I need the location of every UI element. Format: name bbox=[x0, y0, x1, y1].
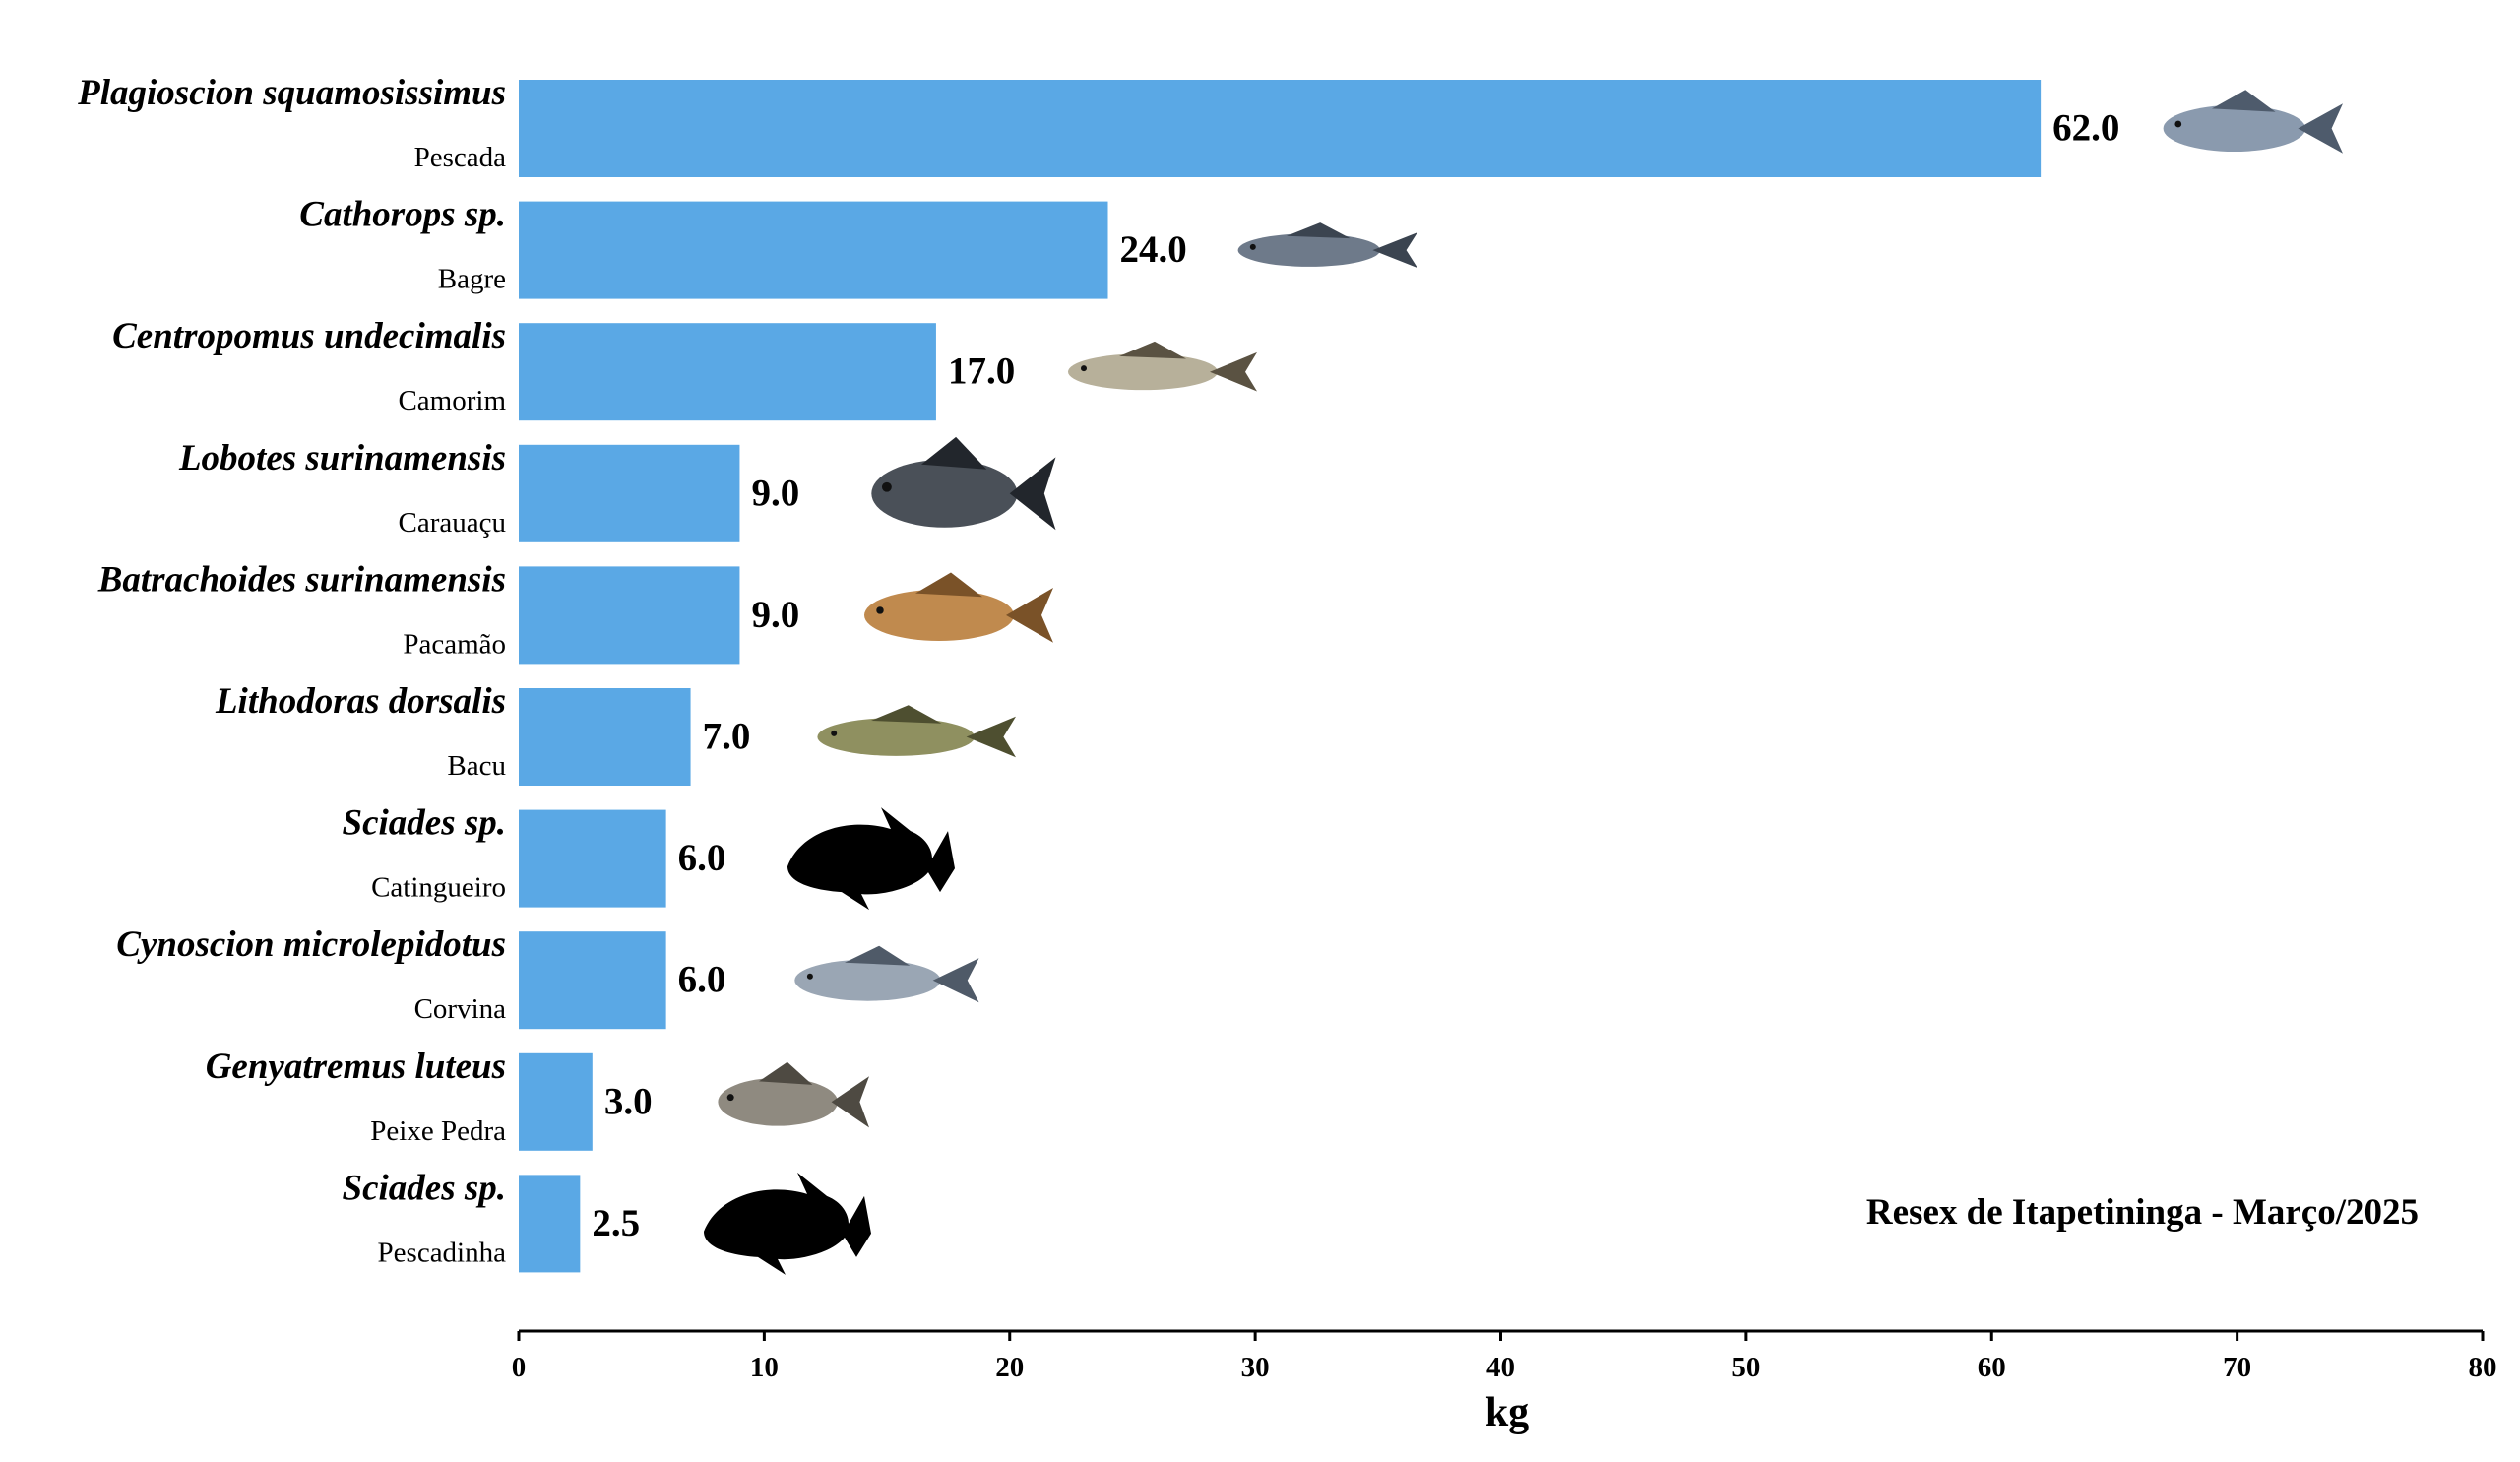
data-label: 17.0 bbox=[948, 350, 1015, 393]
x-axis-label: kg bbox=[1485, 1390, 1529, 1435]
fish-body bbox=[794, 959, 941, 1001]
fish-body bbox=[718, 1077, 838, 1126]
category-common-name: Pacamão bbox=[403, 628, 506, 660]
fish-body bbox=[1068, 353, 1218, 391]
category-scientific-name: Genyatremus luteus bbox=[206, 1047, 506, 1087]
x-tick-label: 30 bbox=[1241, 1352, 1270, 1383]
category-common-name: Pescada bbox=[414, 142, 507, 173]
fish-tail bbox=[932, 958, 979, 1003]
bar bbox=[519, 931, 666, 1030]
category-scientific-name: Lithodoras dorsalis bbox=[215, 681, 506, 722]
x-tick-label: 40 bbox=[1486, 1352, 1515, 1383]
data-label: 6.0 bbox=[678, 837, 726, 879]
fish-silhouette-icon bbox=[788, 807, 955, 911]
category-common-name: Bagre bbox=[438, 264, 506, 295]
bar bbox=[519, 1052, 593, 1151]
data-label: 2.5 bbox=[592, 1202, 640, 1244]
data-label: 3.0 bbox=[604, 1080, 653, 1122]
x-tick-label: 10 bbox=[750, 1352, 779, 1383]
bar bbox=[519, 688, 691, 786]
bar bbox=[519, 201, 1108, 299]
bar bbox=[519, 444, 740, 542]
x-tick-label: 50 bbox=[1732, 1352, 1760, 1383]
bar bbox=[519, 809, 666, 908]
category-common-name: Peixe Pedra bbox=[370, 1115, 506, 1147]
fish-fin bbox=[759, 1061, 813, 1085]
fish-body bbox=[2163, 104, 2305, 153]
category-common-name: Pescadinha bbox=[378, 1237, 507, 1268]
category-scientific-name: Cynoscion microlepidotus bbox=[116, 924, 506, 965]
bar bbox=[519, 323, 936, 421]
data-label: 62.0 bbox=[2052, 107, 2119, 150]
fish-silhouette-icon bbox=[704, 1172, 871, 1275]
category-scientific-name: Sciades sp. bbox=[343, 1168, 507, 1208]
fish-eye bbox=[726, 1094, 734, 1102]
fish-fin bbox=[1287, 222, 1351, 239]
fish-eye bbox=[881, 481, 892, 492]
fish-eye bbox=[831, 730, 838, 736]
fish-eye bbox=[806, 973, 813, 980]
data-label: 6.0 bbox=[678, 959, 726, 1001]
croaker-photo-icon bbox=[794, 945, 979, 1003]
bar bbox=[519, 566, 740, 665]
fish-body bbox=[871, 459, 1018, 528]
x-tick-label: 80 bbox=[2469, 1352, 2497, 1383]
chart-annotation: Resex de Itapetininga - Março/2025 bbox=[1866, 1192, 2419, 1233]
fish-eye bbox=[2174, 120, 2182, 128]
data-label: 9.0 bbox=[751, 472, 799, 514]
fish-tail bbox=[1372, 232, 1418, 269]
fish-fin bbox=[845, 945, 911, 966]
data-label: 9.0 bbox=[751, 594, 799, 636]
category-scientific-name: Centropomus undecimalis bbox=[112, 316, 506, 356]
fish-eye bbox=[1249, 243, 1256, 250]
category-common-name: Bacu bbox=[447, 750, 506, 782]
toadfish-photo-icon bbox=[864, 572, 1053, 643]
bar bbox=[519, 1175, 581, 1273]
x-tick-label: 0 bbox=[512, 1352, 527, 1383]
fish-eye bbox=[1081, 365, 1087, 372]
fish-tail bbox=[966, 716, 1016, 758]
catfish-photo-icon bbox=[1237, 222, 1418, 269]
category-scientific-name: Cathorops sp. bbox=[299, 195, 506, 235]
category-scientific-name: Sciades sp. bbox=[343, 803, 507, 844]
x-tick-label: 60 bbox=[1978, 1352, 2006, 1383]
category-scientific-name: Lobotes surinamensis bbox=[178, 438, 506, 478]
category-common-name: Corvina bbox=[414, 993, 507, 1025]
fish-fin bbox=[921, 436, 987, 470]
category-scientific-name: Plagioscion squamosissimus bbox=[77, 73, 506, 113]
armored-catfish-photo-icon bbox=[817, 705, 1016, 758]
fish-body bbox=[817, 718, 975, 756]
fish-photo-icon bbox=[2163, 90, 2343, 154]
fish-fin bbox=[2212, 90, 2276, 112]
snook-photo-icon bbox=[1068, 341, 1257, 392]
category-scientific-name: Batrachoides surinamensis bbox=[97, 559, 506, 600]
bar bbox=[519, 80, 2042, 177]
x-tick-label: 70 bbox=[2223, 1352, 2251, 1383]
fish-body bbox=[864, 589, 1014, 641]
fish-fin bbox=[871, 705, 942, 724]
category-common-name: Carauaçu bbox=[399, 507, 507, 539]
grunt-photo-icon bbox=[718, 1061, 869, 1128]
x-tick-label: 20 bbox=[995, 1352, 1024, 1383]
category-common-name: Catingueiro bbox=[371, 872, 506, 904]
data-label: 24.0 bbox=[1120, 228, 1187, 271]
fish-tail bbox=[1006, 588, 1053, 643]
fish-tail bbox=[2298, 103, 2343, 154]
fish-tail bbox=[1210, 351, 1257, 392]
data-label: 7.0 bbox=[703, 716, 751, 758]
fish-fin bbox=[1119, 341, 1186, 359]
category-common-name: Camorim bbox=[398, 385, 506, 416]
fish-eye bbox=[876, 606, 884, 614]
fish-tail bbox=[831, 1076, 869, 1128]
tripletail-photo-icon bbox=[871, 436, 1056, 531]
fish-fin bbox=[915, 572, 982, 598]
fish-body bbox=[1237, 233, 1381, 267]
fish-tail bbox=[1009, 457, 1056, 531]
